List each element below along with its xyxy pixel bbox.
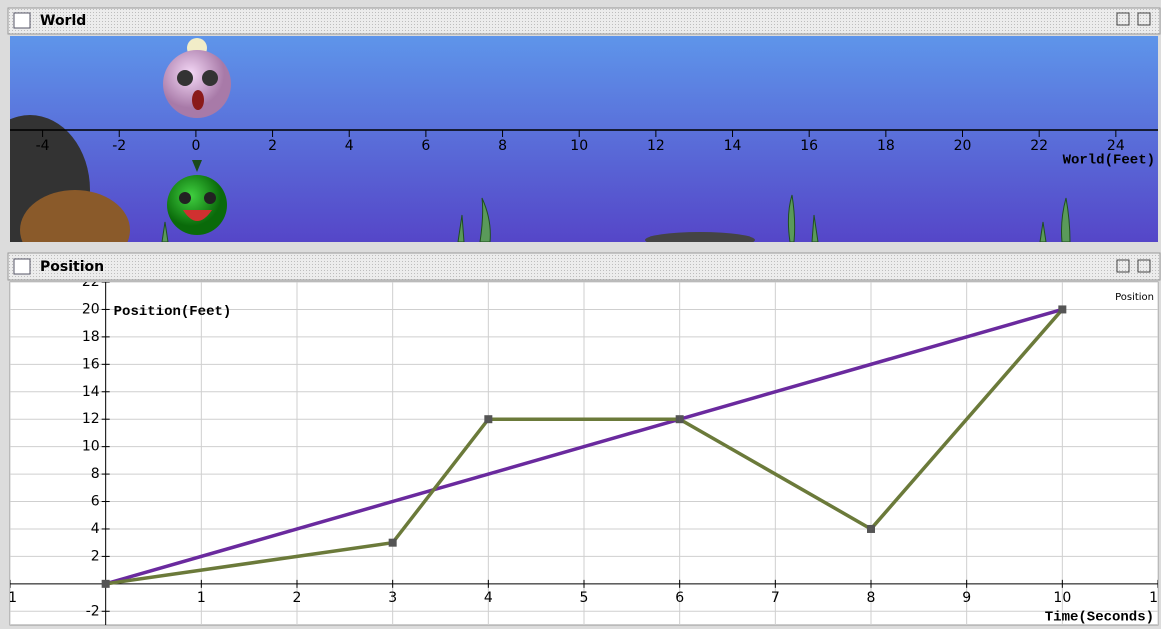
world-tick-label: 0 xyxy=(191,138,200,154)
x-tick-label: 1 xyxy=(197,590,206,606)
point xyxy=(388,538,397,547)
marker xyxy=(192,160,202,172)
y-tick-label: -2 xyxy=(86,603,100,619)
x-tick-label: 9 xyxy=(962,590,971,606)
plants xyxy=(161,194,1071,242)
point xyxy=(1058,305,1067,314)
x-tick-label: 8 xyxy=(867,590,876,606)
x-axis-label: Time(Seconds) xyxy=(1045,610,1154,626)
y-tick-label: 8 xyxy=(91,466,100,482)
world-tick-label: 24 xyxy=(1107,138,1125,154)
x-tick-label: 7 xyxy=(771,590,780,606)
y-tick-label: 6 xyxy=(91,494,100,510)
point xyxy=(101,579,110,588)
point xyxy=(484,415,493,424)
y-axis-label: Position(Feet) xyxy=(114,304,232,320)
world-titlebar xyxy=(7,7,1161,35)
panel-icon xyxy=(13,12,31,29)
world-scene xyxy=(10,36,1158,242)
rock xyxy=(645,232,755,242)
world-tick-label: -4 xyxy=(36,138,50,154)
y-tick-label: 22 xyxy=(82,274,100,290)
y-tick-label: 12 xyxy=(82,411,100,427)
legend-entry: Position xyxy=(1115,292,1154,303)
world-tick-label: 4 xyxy=(345,138,354,154)
world-title: World xyxy=(40,13,86,29)
world-tick-label: 22 xyxy=(1030,138,1048,154)
point xyxy=(675,415,684,424)
minimize-button[interactable] xyxy=(1116,259,1130,273)
x-tick-label: 2 xyxy=(293,590,302,606)
y-tick-label: 2 xyxy=(91,548,100,564)
dirt-mound xyxy=(20,190,130,242)
world-tick-label: 12 xyxy=(647,138,665,154)
x-tick-label: 10 xyxy=(1053,590,1071,606)
world-tick-label: 16 xyxy=(800,138,818,154)
world-tick-label: 6 xyxy=(421,138,430,154)
y-tick-label: 4 xyxy=(91,521,100,537)
y-tick-label: 20 xyxy=(82,301,100,317)
world-tick-label: 2 xyxy=(268,138,277,154)
world-tick-label: 14 xyxy=(724,138,742,154)
position-title: Position xyxy=(40,259,104,275)
maximize-button[interactable] xyxy=(1137,12,1151,26)
minimize-button[interactable] xyxy=(1116,12,1130,26)
x-tick-label: 6 xyxy=(675,590,684,606)
world-tick-label: 18 xyxy=(877,138,895,154)
y-tick-label: 14 xyxy=(82,384,100,400)
x-tick-label: -1 xyxy=(3,590,17,606)
series-line xyxy=(105,308,1064,586)
position-titlebar xyxy=(7,252,1161,281)
x-tick-label: 3 xyxy=(388,590,397,606)
x-tick-label: 4 xyxy=(484,590,493,606)
maximize-button[interactable] xyxy=(1137,259,1151,273)
plot: -11234567891011-2246810121416182022Posit… xyxy=(3,274,1161,626)
panel-icon xyxy=(13,258,31,275)
world-axis-label: World(Feet) xyxy=(1063,153,1155,169)
world-tick-label: -2 xyxy=(112,138,126,154)
series-line xyxy=(105,307,1063,586)
y-tick-label: 18 xyxy=(82,329,100,345)
x-tick-label: 11 xyxy=(1149,590,1161,606)
world-tick-label: 8 xyxy=(498,138,507,154)
point xyxy=(867,524,875,533)
position-character[interactable] xyxy=(163,50,231,118)
world-tick-label: 10 xyxy=(570,138,588,154)
y-tick-label: 16 xyxy=(82,356,100,372)
x-tick-label: 5 xyxy=(580,590,589,606)
world-tick-label: 20 xyxy=(954,138,972,154)
y-tick-label: 10 xyxy=(82,439,100,455)
target-character[interactable] xyxy=(167,175,227,235)
